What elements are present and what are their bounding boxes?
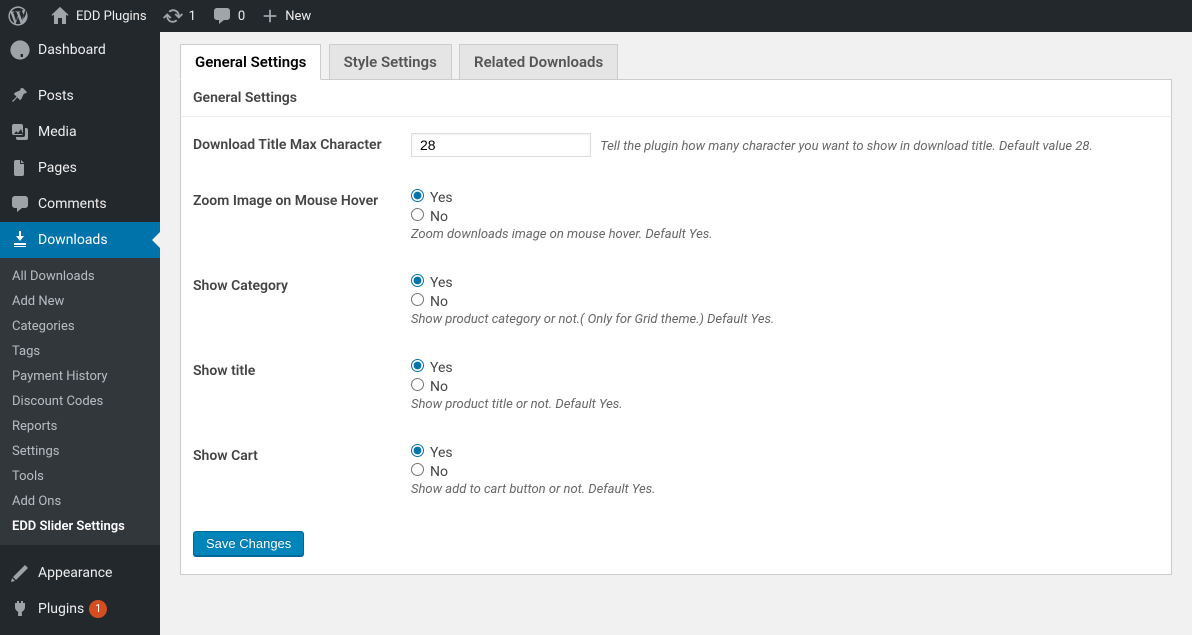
show-cat-yes-option[interactable]: Yes bbox=[411, 274, 1161, 291]
updates-link[interactable]: 1 bbox=[155, 0, 204, 32]
media-icon bbox=[10, 122, 30, 142]
tab-related[interactable]: Related Downloads bbox=[459, 44, 618, 79]
admin-sidebar: Dashboard Posts Media Pages Comments Dow… bbox=[0, 32, 160, 635]
show-title-yes-option[interactable]: Yes bbox=[411, 359, 1161, 376]
admin-bar: EDD Plugins 1 0 New bbox=[0, 0, 1192, 32]
submenu-add-ons[interactable]: Add Ons bbox=[0, 489, 160, 514]
wp-logo[interactable] bbox=[0, 0, 42, 32]
field-label-show-cart: Show Cart bbox=[181, 428, 401, 513]
comments-icon bbox=[10, 194, 30, 214]
submenu-discount-codes[interactable]: Discount Codes bbox=[0, 389, 160, 414]
submenu-payment-history[interactable]: Payment History bbox=[0, 364, 160, 389]
save-changes-button[interactable]: Save Changes bbox=[193, 531, 304, 556]
field-label-title-max: Download Title Max Character bbox=[181, 117, 401, 173]
menu-label: Comments bbox=[38, 196, 107, 212]
menu-posts[interactable]: Posts bbox=[0, 78, 160, 114]
new-label: New bbox=[285, 9, 311, 24]
comment-icon bbox=[212, 6, 232, 26]
home-icon bbox=[50, 6, 70, 26]
new-content[interactable]: New bbox=[253, 0, 319, 32]
zoom-no-option[interactable]: No bbox=[411, 208, 1161, 225]
submenu-settings[interactable]: Settings bbox=[0, 439, 160, 464]
menu-label: Media bbox=[38, 124, 77, 140]
tab-style[interactable]: Style Settings bbox=[329, 44, 452, 79]
updates-count: 1 bbox=[189, 9, 196, 24]
zoom-no-radio[interactable] bbox=[411, 208, 424, 221]
plugin-icon bbox=[10, 599, 30, 619]
menu-media[interactable]: Media bbox=[0, 114, 160, 150]
comments-count: 0 bbox=[238, 9, 245, 24]
show-title-yes-radio[interactable] bbox=[411, 359, 424, 372]
site-name[interactable]: EDD Plugins bbox=[42, 0, 155, 32]
update-icon bbox=[163, 6, 183, 26]
submenu-tools[interactable]: Tools bbox=[0, 464, 160, 489]
menu-plugins[interactable]: Plugins 1 bbox=[0, 591, 160, 627]
tab-general[interactable]: General Settings bbox=[180, 44, 321, 80]
title-max-input[interactable] bbox=[411, 133, 591, 157]
site-name-label: EDD Plugins bbox=[76, 9, 147, 24]
panel-title: General Settings bbox=[181, 80, 1171, 117]
show-cat-yes-radio[interactable] bbox=[411, 274, 424, 287]
plugins-update-badge: 1 bbox=[89, 600, 107, 618]
field-label-zoom: Zoom Image on Mouse Hover bbox=[181, 173, 401, 258]
title-max-desc: Tell the plugin how many character you w… bbox=[600, 139, 1093, 154]
field-label-show-cat: Show Category bbox=[181, 258, 401, 343]
show-cat-no-radio[interactable] bbox=[411, 293, 424, 306]
settings-form-table: Download Title Max Character Tell the pl… bbox=[181, 117, 1171, 513]
menu-label: Appearance bbox=[38, 565, 112, 581]
show-cat-no-option[interactable]: No bbox=[411, 293, 1161, 310]
page-icon bbox=[10, 158, 30, 178]
submenu-all-downloads[interactable]: All Downloads bbox=[0, 264, 160, 289]
show-title-no-option[interactable]: No bbox=[411, 378, 1161, 395]
dashboard-icon bbox=[10, 40, 30, 60]
menu-label: Dashboard bbox=[38, 42, 106, 58]
menu-pages[interactable]: Pages bbox=[0, 150, 160, 186]
menu-downloads[interactable]: Downloads bbox=[0, 222, 160, 258]
submit-row: Save Changes bbox=[181, 513, 1171, 574]
download-icon bbox=[10, 230, 30, 250]
submenu-add-new[interactable]: Add New bbox=[0, 289, 160, 314]
menu-comments[interactable]: Comments bbox=[0, 186, 160, 222]
show-cart-no-option[interactable]: No bbox=[411, 463, 1161, 480]
menu-appearance[interactable]: Appearance bbox=[0, 555, 160, 591]
submenu-tags[interactable]: Tags bbox=[0, 339, 160, 364]
appearance-icon bbox=[10, 563, 30, 583]
menu-label: Pages bbox=[38, 160, 77, 176]
settings-panel: General Settings Download Title Max Char… bbox=[180, 80, 1172, 575]
show-cat-desc: Show product category or not.( Only for … bbox=[411, 312, 1161, 327]
settings-tabs: General Settings Style Settings Related … bbox=[180, 44, 1172, 80]
field-label-show-title: Show title bbox=[181, 343, 401, 428]
show-title-no-radio[interactable] bbox=[411, 378, 424, 391]
menu-label: Downloads bbox=[38, 232, 108, 248]
submenu-edd-slider-settings[interactable]: EDD Slider Settings bbox=[0, 514, 160, 539]
plus-icon bbox=[261, 7, 279, 25]
menu-dashboard[interactable]: Dashboard bbox=[0, 32, 160, 68]
zoom-desc: Zoom downloads image on mouse hover. Def… bbox=[411, 227, 1161, 242]
zoom-yes-radio[interactable] bbox=[411, 189, 424, 202]
show-cart-yes-radio[interactable] bbox=[411, 444, 424, 457]
wordpress-icon bbox=[8, 6, 28, 26]
content-area: General Settings Style Settings Related … bbox=[160, 32, 1192, 635]
show-cart-yes-option[interactable]: Yes bbox=[411, 444, 1161, 461]
comments-link[interactable]: 0 bbox=[204, 0, 253, 32]
zoom-yes-option[interactable]: Yes bbox=[411, 189, 1161, 206]
menu-label: Plugins bbox=[38, 601, 84, 617]
menu-label: Posts bbox=[38, 88, 74, 104]
pin-icon bbox=[10, 86, 30, 106]
show-cart-desc: Show add to cart button or not. Default … bbox=[411, 482, 1161, 497]
submenu-categories[interactable]: Categories bbox=[0, 314, 160, 339]
show-title-desc: Show product title or not. Default Yes. bbox=[411, 397, 1161, 412]
submenu-downloads: All Downloads Add New Categories Tags Pa… bbox=[0, 258, 160, 545]
submenu-reports[interactable]: Reports bbox=[0, 414, 160, 439]
show-cart-no-radio[interactable] bbox=[411, 463, 424, 476]
